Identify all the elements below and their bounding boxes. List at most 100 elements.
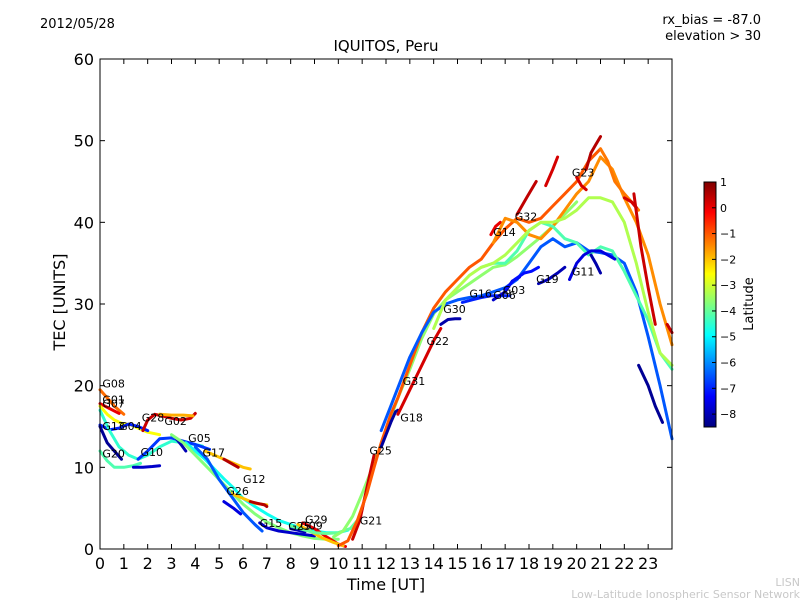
x-tick-label: 10: [328, 554, 348, 573]
watermark-line1: LISN: [775, 576, 800, 589]
x-tick-label: 22: [614, 554, 634, 573]
series-G02: [158, 412, 195, 418]
colorbar-ticks: 1 0 −1 −2 −3 −4 −5 −6 −7 −8: [712, 176, 736, 421]
x-tick-label: 2: [143, 554, 153, 573]
x-tick-label: 11: [352, 554, 372, 573]
satellite-label: G22: [427, 335, 450, 348]
colorbar-tick-label: −5: [720, 331, 736, 344]
series-G14b: [479, 220, 674, 371]
series-G28: [141, 411, 197, 433]
y-tick-label: 10: [74, 458, 94, 477]
series-G17t: [222, 457, 240, 469]
series-G27b: [544, 155, 560, 188]
x-tick-label: 15: [447, 554, 467, 573]
chart-title: IQUITOS, Peru: [333, 37, 439, 55]
satellite-label: G04: [119, 420, 142, 433]
x-tick-label: 13: [400, 554, 420, 573]
header-bias: rx_bias = -87.0: [662, 13, 761, 28]
series-G11c: [589, 253, 602, 275]
satellite-label: G13: [102, 420, 125, 433]
satellite-label: G03: [503, 284, 526, 297]
x-tick-label: 7: [262, 554, 272, 573]
satellite-label: G29: [305, 514, 328, 527]
series-G18: [379, 408, 400, 449]
satellite-label: G06: [493, 289, 516, 302]
y-tick-label: 20: [74, 377, 94, 396]
satellite-label: G15: [260, 517, 283, 530]
y-tick-label: 0: [84, 540, 94, 559]
satellite-label: G32: [515, 211, 538, 224]
series-G26: [170, 433, 340, 541]
axes-layer: 0 1 2 3 4 5 6 7 8 9 10 11 12 13 14 15 16 17 18 19 20 21 22 2301…: [74, 50, 672, 573]
satellite-label: G11: [572, 265, 595, 278]
satellite-label: G02: [164, 415, 187, 428]
satellite-label: G26: [226, 485, 249, 498]
series-G01: [98, 402, 121, 415]
y-tick-label: 60: [74, 50, 94, 69]
watermark-line2: Low-Latitude Ionospheric Sensor Network: [571, 588, 800, 601]
satellite-label: G18: [400, 412, 423, 425]
series-G22: [396, 327, 443, 416]
x-tick-label: 4: [190, 554, 200, 573]
satellite-label: G23: [572, 167, 595, 180]
x-tick-label: 19: [543, 554, 563, 573]
satellite-label: G17: [202, 447, 225, 460]
series-G10: [131, 464, 162, 469]
x-tick-label: 18: [519, 554, 539, 573]
series-G03: [503, 265, 540, 291]
colorbar-tick-label: −7: [720, 382, 736, 395]
x-tick-label: 1: [119, 554, 129, 573]
satellite-label: G19: [536, 273, 559, 286]
satellite-label: G25: [369, 444, 392, 457]
colorbar-tick-label: 0: [720, 202, 727, 215]
series-G30b: [98, 425, 123, 461]
x-tick-label: 5: [214, 554, 224, 573]
x-tick-label: 9: [309, 554, 319, 573]
series-G25c: [336, 147, 602, 548]
y-tick-label: 50: [74, 132, 94, 151]
series-G19: [537, 265, 567, 286]
series-G31: [379, 237, 674, 441]
x-tick-label: 21: [590, 554, 610, 573]
series-G12t: [248, 500, 269, 508]
colorbar-tick-label: −4: [720, 305, 736, 318]
series-G29b: [632, 192, 657, 326]
satellite-label: G12: [243, 473, 266, 486]
satellite-label: G07: [102, 398, 125, 411]
satellite-label: G09: [300, 519, 323, 532]
satellite-label: G20: [102, 448, 125, 461]
series-G27: [515, 180, 538, 216]
colorbar-tick-label: −3: [720, 279, 736, 292]
colorbar-tick-label: −8: [720, 408, 736, 421]
x-axis-label: Time [UT]: [346, 575, 426, 594]
x-tick-label: 3: [166, 554, 176, 573]
satellite-label: G25: [288, 520, 311, 533]
colorbar-tick-label: −6: [720, 357, 736, 370]
y-tick-label: 30: [74, 295, 94, 314]
x-tick-label: 8: [286, 554, 296, 573]
x-tick-label: 14: [423, 554, 443, 573]
colorbar: [703, 181, 717, 428]
series-G20b: [665, 322, 674, 335]
satellite-label: G21: [360, 515, 383, 528]
series-G20: [98, 449, 142, 469]
header-date: 2012/05/28: [40, 17, 115, 32]
x-tick-label: 12: [376, 554, 396, 573]
series-G23b: [584, 135, 602, 171]
x-tick-label: 6: [238, 554, 248, 573]
satellite-label: G16: [469, 287, 492, 300]
series-G14: [489, 220, 502, 237]
header-elevation: elevation > 30: [665, 29, 761, 44]
plot-frame: [99, 58, 673, 550]
colorbar-tick-label: −2: [720, 253, 736, 266]
series-G10b: [289, 518, 359, 535]
series-G08: [98, 388, 126, 416]
series-G25: [289, 527, 307, 534]
series-G24: [193, 445, 264, 533]
series-G11: [568, 249, 617, 281]
x-tick-label: 23: [638, 554, 658, 573]
satellite-label: G10: [141, 446, 164, 459]
series-G04b: [432, 196, 674, 367]
